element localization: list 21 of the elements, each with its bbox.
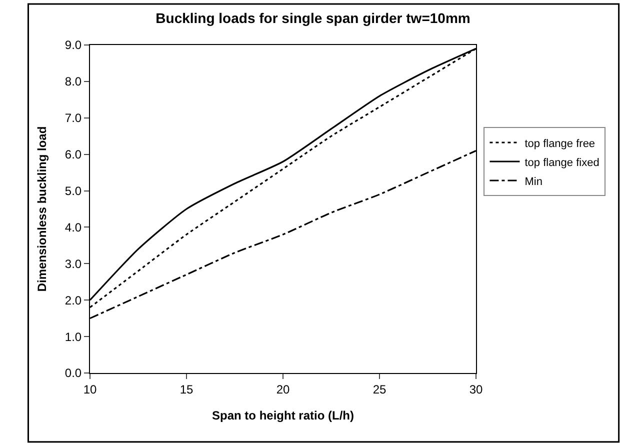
y-tick-label: 6.0 (64, 148, 82, 162)
y-tick-label: 8.0 (64, 74, 82, 89)
y-tick-label: 5.0 (64, 184, 82, 198)
x-tick-label: 10 (83, 382, 97, 396)
y-axis-title: Dimensionless buckling load (35, 126, 50, 292)
y-tick-label: 3.0 (64, 256, 82, 271)
y-tick-label: 4.0 (64, 220, 82, 234)
legend-label: top flange free (524, 138, 596, 150)
y-tick-label: 7.0 (64, 111, 82, 126)
x-tick-label: 15 (180, 382, 194, 396)
y-tick-label: 0.0 (64, 366, 82, 380)
legend-label: top flange fixed (524, 156, 600, 169)
legend-label: Min (524, 176, 542, 188)
y-tick-label: 2.0 (64, 293, 82, 308)
x-tick-label: 20 (276, 382, 290, 396)
chart-title: Buckling loads for single span girder tw=10mm (156, 10, 470, 26)
y-tick-label: 9.0 (64, 38, 82, 52)
x-tick-label: 30 (469, 382, 483, 396)
y-tick-label: 1.0 (64, 330, 82, 344)
x-tick-label: 25 (372, 382, 386, 396)
x-axis-title: Span to height ratio (L/h) (212, 408, 354, 422)
